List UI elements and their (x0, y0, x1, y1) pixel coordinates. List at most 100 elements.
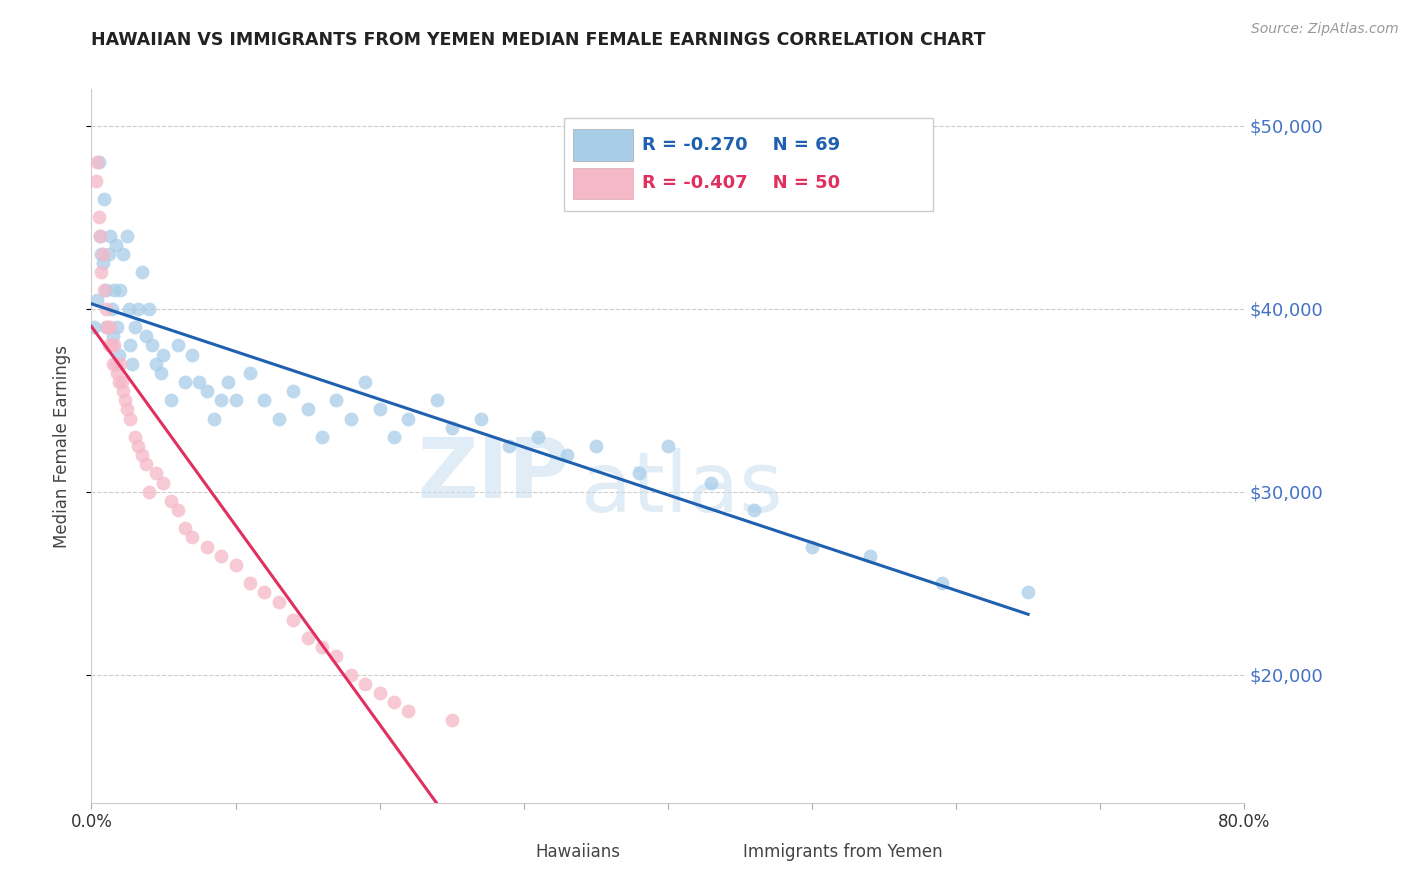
Point (152, 347, 174, 361)
Point (239, 366, 262, 380)
Point (104, 357, 127, 371)
Point (96, 320, 118, 334)
Text: atlas: atlas (582, 449, 783, 529)
Point (281, 384, 305, 398)
Text: HAWAIIAN VS IMMIGRANTS FROM YEMEN MEDIAN FEMALE EARNINGS CORRELATION CHART: HAWAIIAN VS IMMIGRANTS FROM YEMEN MEDIAN… (91, 31, 986, 49)
Point (311, 640, 333, 655)
Point (267, 411, 290, 425)
Point (368, 686, 391, 700)
Point (354, 677, 377, 691)
Point (112, 247, 135, 261)
Point (135, 458, 157, 472)
Point (225, 558, 247, 572)
FancyBboxPatch shape (574, 129, 633, 161)
Point (103, 284, 125, 298)
Point (801, 540, 824, 554)
Point (86, 155, 108, 169)
Point (368, 402, 391, 417)
Point (118, 301, 141, 316)
Point (253, 393, 276, 408)
Point (84, 174, 107, 188)
Point (340, 411, 363, 425)
Point (141, 338, 163, 352)
Point (94, 301, 117, 316)
Point (98, 228, 121, 243)
Point (131, 448, 153, 462)
Point (120, 411, 142, 425)
Point (104, 237, 127, 252)
FancyBboxPatch shape (564, 118, 934, 211)
Point (145, 357, 167, 371)
Point (426, 393, 449, 408)
Y-axis label: Median Female Earnings: Median Female Earnings (52, 344, 70, 548)
Point (267, 594, 290, 608)
Point (396, 704, 419, 718)
Point (124, 320, 146, 334)
FancyBboxPatch shape (481, 841, 530, 863)
Point (83, 320, 105, 334)
FancyBboxPatch shape (689, 841, 737, 863)
Point (101, 329, 124, 343)
Point (166, 503, 188, 517)
Point (281, 613, 305, 627)
Point (858, 549, 880, 563)
Point (253, 585, 276, 599)
Point (188, 375, 211, 389)
Point (181, 531, 204, 545)
Point (114, 393, 136, 408)
Point (138, 301, 160, 316)
Point (101, 357, 124, 371)
Point (93, 192, 115, 206)
Point (110, 284, 132, 298)
Point (112, 384, 135, 398)
Point (311, 430, 333, 444)
Text: Source: ZipAtlas.com: Source: ZipAtlas.com (1251, 22, 1399, 37)
Point (470, 411, 492, 425)
Point (181, 347, 204, 361)
Point (354, 375, 377, 389)
Point (91, 256, 114, 270)
Point (396, 411, 419, 425)
Point (166, 338, 188, 352)
Point (138, 484, 160, 499)
Point (225, 393, 247, 408)
Point (120, 338, 142, 352)
Point (97, 338, 120, 352)
Point (97, 247, 120, 261)
Point (149, 366, 172, 380)
Point (297, 631, 319, 645)
Point (98, 320, 121, 334)
FancyBboxPatch shape (574, 168, 633, 199)
Text: Immigrants from Yemen: Immigrants from Yemen (742, 843, 942, 861)
Point (135, 329, 157, 343)
Point (742, 503, 765, 517)
Text: Hawaiians: Hawaiians (536, 843, 620, 861)
Point (105, 366, 128, 380)
Point (103, 338, 125, 352)
Point (107, 347, 129, 361)
Point (152, 475, 174, 490)
Point (127, 301, 149, 316)
Point (174, 375, 197, 389)
Point (131, 265, 153, 279)
Point (117, 402, 139, 417)
Point (110, 357, 132, 371)
Text: R = -0.407    N = 50: R = -0.407 N = 50 (643, 175, 841, 193)
Point (94, 320, 117, 334)
Point (325, 649, 347, 664)
Point (86, 293, 108, 307)
Point (89, 228, 111, 243)
Text: R = -0.270    N = 69: R = -0.270 N = 69 (643, 136, 841, 153)
Point (159, 393, 181, 408)
Point (202, 411, 225, 425)
Point (195, 384, 218, 398)
Point (159, 494, 181, 508)
Point (121, 357, 143, 371)
Point (555, 448, 578, 462)
Point (382, 430, 405, 444)
Point (1017, 585, 1039, 599)
Point (87, 211, 110, 225)
Point (931, 576, 953, 591)
Point (700, 475, 723, 490)
Point (527, 430, 550, 444)
